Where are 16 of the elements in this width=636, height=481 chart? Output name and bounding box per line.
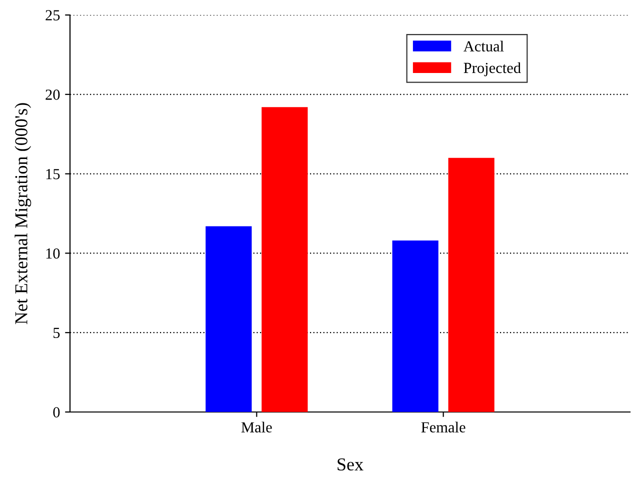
- y-tick-label: 20: [46, 90, 60, 100]
- y-tick-label: 10: [46, 248, 60, 259]
- y-tick-label: 5: [54, 328, 60, 338]
- legend-label: Actual: [464, 40, 504, 52]
- y-tick-label: 25: [46, 10, 60, 20]
- bar: [448, 158, 494, 412]
- x-tick-label: Male: [241, 422, 272, 432]
- x-tick-label: Female: [421, 422, 466, 432]
- y-tick-label: 0: [53, 407, 60, 418]
- y-axis-title: Net External Migration (000's): [14, 103, 32, 324]
- bar: [392, 240, 438, 412]
- legend-label: Projected: [464, 62, 521, 76]
- bar: [206, 226, 252, 412]
- y-tick-label: 15: [46, 169, 60, 180]
- bar: [262, 107, 308, 412]
- x-axis-title: Sex: [338, 458, 364, 471]
